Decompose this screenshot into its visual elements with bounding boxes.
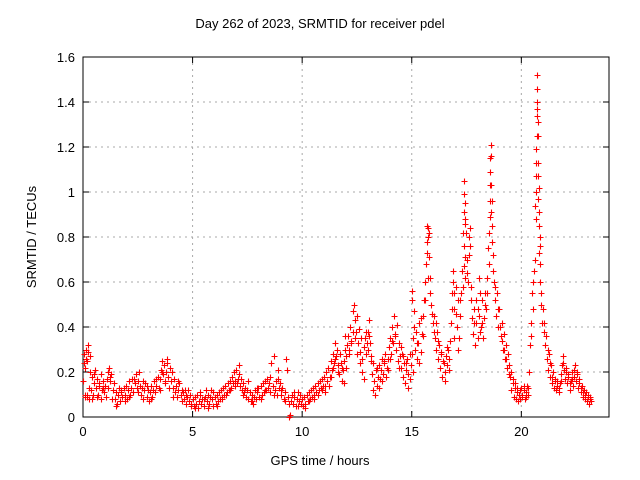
x-tick-label: 15 [404,424,419,439]
y-tick-label: 0.8 [56,230,75,245]
y-tick-label: 1 [67,185,75,200]
scatter-points [80,72,595,421]
x-tick-label: 10 [294,424,310,439]
x-axis-label: GPS time / hours [270,453,370,468]
gridlines [83,57,609,417]
y-tick-label: 1.4 [56,95,75,110]
y-tick-label: 0 [67,410,75,425]
x-tick-label: 5 [188,424,197,439]
x-tick-label: 20 [514,424,529,439]
y-tick-label: 1.2 [56,140,75,155]
y-tick-label: 0.6 [56,275,75,290]
y-tick-label: 1.6 [56,50,75,65]
chart-title: Day 262 of 2023, SRMTID for receiver pde… [195,16,445,31]
y-tick-label: 0.2 [56,365,75,380]
y-tick-label: 0.4 [56,320,75,335]
plot-border [82,56,610,418]
x-tick-label: 0 [79,424,87,439]
